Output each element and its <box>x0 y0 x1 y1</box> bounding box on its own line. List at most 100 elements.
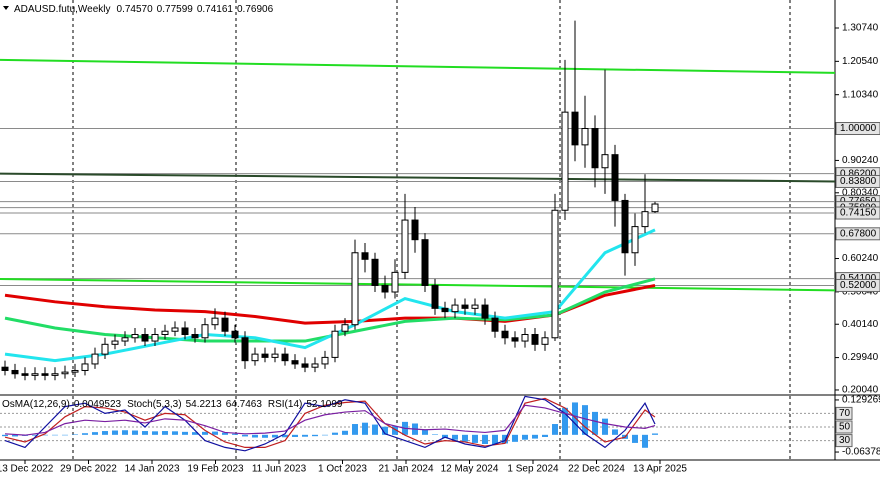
osma-bar <box>632 434 638 443</box>
candle-body <box>351 252 359 326</box>
date-label: 11 Jun 2023 <box>252 464 307 475</box>
candle-body <box>181 327 189 336</box>
candle-body <box>471 304 479 309</box>
level-label: 0.67800 <box>840 228 877 239</box>
osma-bar <box>392 426 398 435</box>
osma-bar <box>652 433 658 435</box>
candle-body <box>571 111 579 146</box>
level-label: 0.86200 <box>840 168 877 179</box>
candle-body <box>391 271 399 293</box>
osma-bar <box>362 422 368 435</box>
level-label-box <box>835 227 880 241</box>
candle-body <box>611 154 619 201</box>
date-label: 13 Apr 2025 <box>633 464 687 475</box>
level-label-box <box>835 278 880 292</box>
candle-body <box>461 304 469 309</box>
date-label: 19 Feb 2023 <box>187 464 244 475</box>
osma-bar <box>152 431 158 435</box>
candle-body <box>511 337 519 342</box>
osma-bar <box>282 434 288 438</box>
candle-body <box>191 334 199 339</box>
osma-bar <box>372 424 378 435</box>
osma-tick-label: 0.129269 <box>842 395 880 406</box>
osma-bar <box>2 434 8 437</box>
osma-bar <box>472 434 478 443</box>
candle-body <box>171 327 179 332</box>
candle-body <box>451 304 459 313</box>
candle-body <box>491 317 499 332</box>
osma-bar <box>442 434 448 439</box>
candle-body <box>101 343 109 355</box>
osma-bar <box>52 434 58 436</box>
candle-body <box>51 373 59 376</box>
osma-bar <box>532 434 538 439</box>
osma-bar <box>482 434 488 444</box>
candle-body <box>401 219 409 273</box>
osma-bar <box>512 434 518 442</box>
candle-body <box>601 154 609 169</box>
candle-body <box>111 340 119 345</box>
level-label-box <box>835 122 880 136</box>
level-label: 1.00000 <box>840 123 877 134</box>
osma-bar <box>492 434 498 445</box>
candle-body <box>141 334 149 342</box>
osma-bar <box>302 434 308 437</box>
candle-body <box>261 353 269 358</box>
candle-body <box>321 356 329 365</box>
candle-body <box>641 211 649 228</box>
osma-bar <box>182 431 188 435</box>
chart-header: ADAUSD.futu,Weekly 0.74570 0.77599 0.74161 0… <box>14 4 274 15</box>
y-tick-label: 1.10340 <box>842 89 879 100</box>
candle-body <box>221 317 229 332</box>
osma-bar <box>202 431 208 435</box>
osc-tick-label: 70 <box>839 408 851 419</box>
candle-body <box>311 363 319 368</box>
osma-bar <box>382 426 388 435</box>
y-tick-label: 1.30740 <box>842 23 879 34</box>
level-label: 0.74150 <box>840 208 877 219</box>
level-label: 0.54100 <box>840 273 877 284</box>
osma-bar <box>112 430 118 435</box>
candle-body <box>121 337 129 342</box>
candle-body <box>91 353 99 365</box>
osma-value: 0.0049523 <box>74 399 122 410</box>
candle-body <box>631 226 639 254</box>
level-label: 0.52000 <box>840 280 877 291</box>
osc-tick-label: 50 <box>839 422 851 433</box>
candle-body <box>501 330 509 339</box>
osma-bar <box>332 432 338 435</box>
candle-body <box>151 334 159 342</box>
candle-body <box>481 304 489 319</box>
osc-tick-label: 30 <box>839 435 851 446</box>
osma-bar <box>452 434 458 440</box>
candle-body <box>281 353 289 362</box>
osma-bar <box>12 434 18 437</box>
candle-body <box>231 330 239 339</box>
osma-bar <box>502 434 508 444</box>
indicator-header: OsMA(12,26,9) 0.0049523 Stoch(5,3,3) 54.221… <box>2 399 343 410</box>
osma-bar <box>42 434 48 436</box>
date-label: 13 Dec 2022 <box>0 464 54 475</box>
header-value: 0.77599 <box>157 4 194 15</box>
osma-bar <box>262 434 268 438</box>
osma-bar <box>562 407 568 435</box>
candle-body <box>621 199 629 254</box>
y-tick-label: 0.90240 <box>842 155 879 166</box>
candle-body <box>211 317 219 326</box>
y-tick-label: 0.60240 <box>842 253 879 264</box>
osma-bar <box>212 431 218 435</box>
osma-bar <box>92 432 98 435</box>
candle-body <box>581 128 589 146</box>
level-label: 0.83800 <box>840 176 877 187</box>
osma-bar <box>612 429 618 435</box>
candle-body <box>301 363 309 368</box>
osma-bar <box>422 429 428 435</box>
osma-bar <box>122 430 128 435</box>
osma-bar <box>132 430 138 435</box>
osc-label-box <box>835 406 853 420</box>
moving-average <box>4 228 656 363</box>
rsi-name: RSI(14) <box>268 399 302 410</box>
candle-body <box>531 334 539 345</box>
trendline <box>0 277 836 292</box>
